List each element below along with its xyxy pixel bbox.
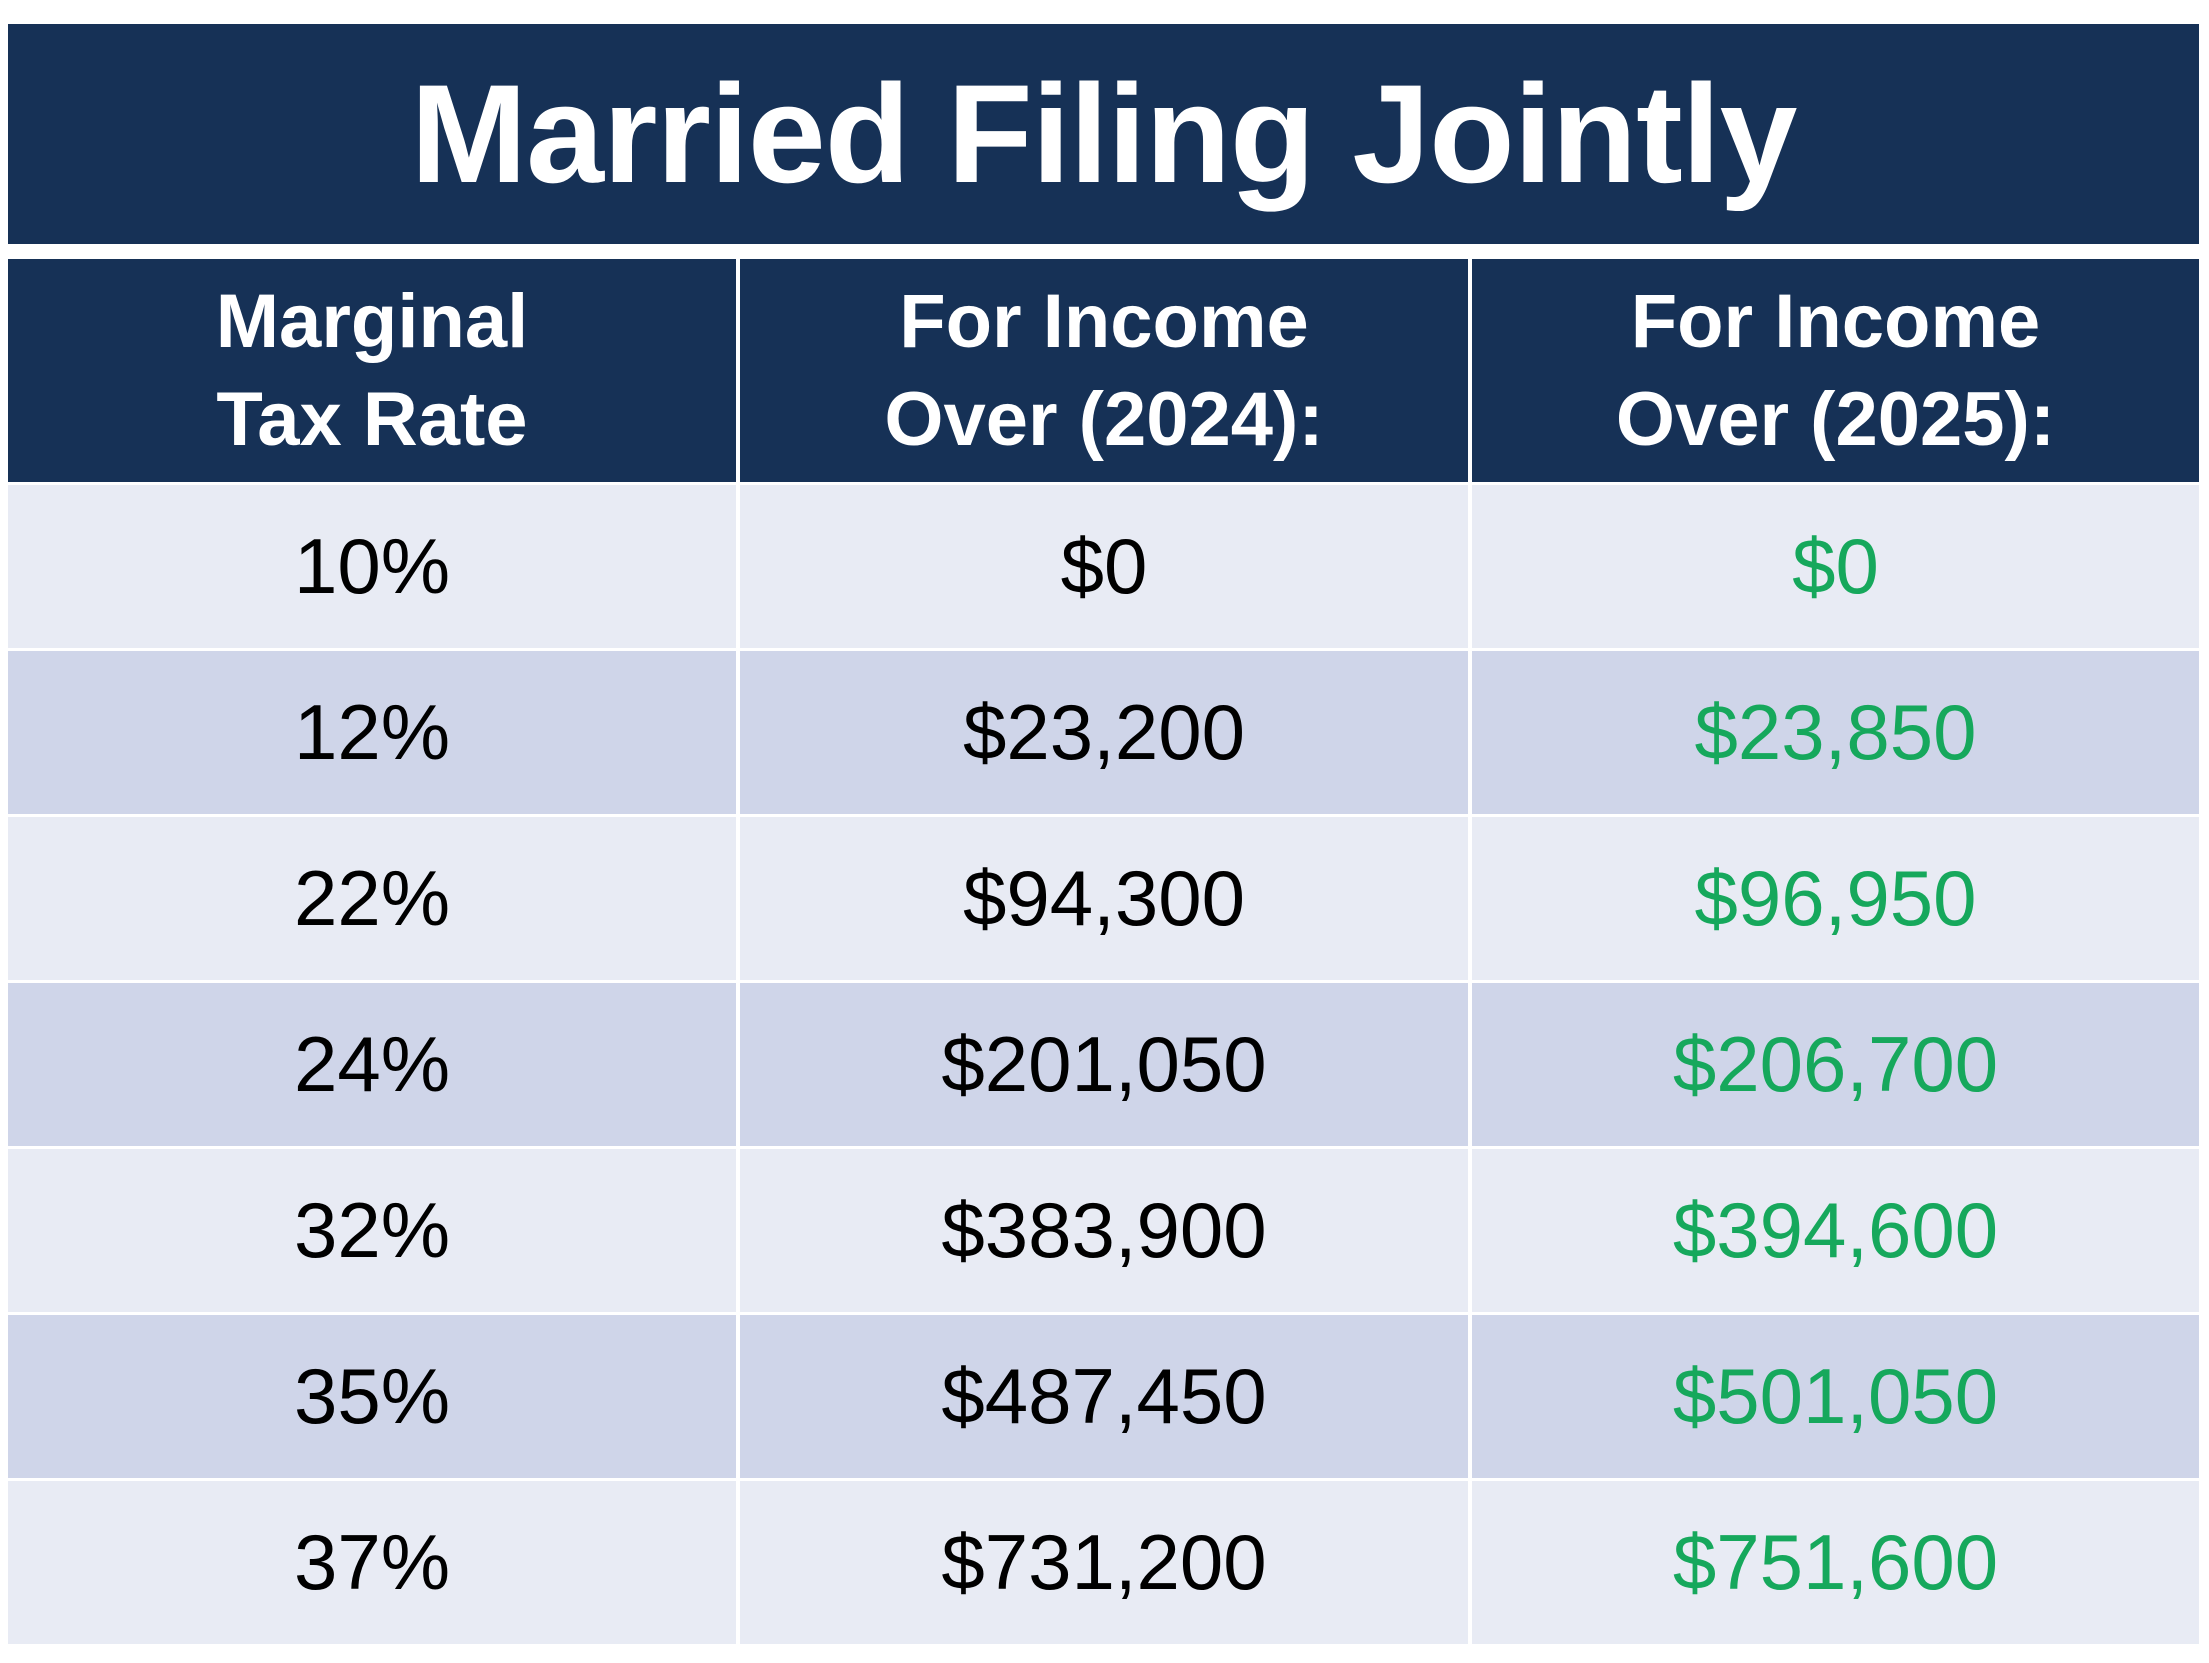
table-row: 22% $94,300 $96,950	[8, 817, 2199, 980]
header-line: Over (2025):	[1615, 376, 2056, 462]
cell-income-2025: $23,850	[1472, 651, 2199, 814]
column-divider	[1468, 259, 1472, 482]
cell-income-2024: $23,200	[740, 651, 1468, 814]
column-divider	[736, 1481, 740, 1644]
table-body: 10% $0 $0 12% $23,200 $23,850 22% $94,300 $96,95…	[8, 482, 2199, 1644]
cell-income-2024: $0	[740, 485, 1468, 648]
header-line: For Income	[899, 278, 1309, 364]
cell-rate: 12%	[8, 651, 736, 814]
header-line: For Income	[1630, 278, 2041, 364]
column-divider	[736, 651, 740, 814]
column-divider	[1468, 485, 1472, 648]
header-line: Marginal	[215, 278, 529, 364]
column-divider	[736, 983, 740, 1146]
cell-income-2024: $94,300	[740, 817, 1468, 980]
table-row: 37% $731,200 $751,600	[8, 1481, 2199, 1644]
table-row: 12% $23,200 $23,850	[8, 651, 2199, 814]
cell-rate: 37%	[8, 1481, 736, 1644]
cell-income-2025: $394,600	[1472, 1149, 2199, 1312]
cell-income-2024: $487,450	[740, 1315, 1468, 1478]
column-divider	[1468, 651, 1472, 814]
table-title: Married Filing Jointly	[8, 24, 2199, 244]
column-divider	[736, 1149, 740, 1312]
column-divider	[1468, 1481, 1472, 1644]
column-divider	[736, 485, 740, 648]
cell-income-2024: $201,050	[740, 983, 1468, 1146]
column-divider	[1468, 817, 1472, 980]
column-divider	[736, 1315, 740, 1478]
cell-income-2025: $751,600	[1472, 1481, 2199, 1644]
tax-bracket-table: Marginal Tax Rate For Income Over (2024): …	[8, 259, 2199, 1644]
header-income-2024: For Income Over (2024):	[740, 259, 1468, 482]
table-row: 35% $487,450 $501,050	[8, 1315, 2199, 1478]
header-line: Over (2024):	[884, 376, 1324, 462]
header-row: Marginal Tax Rate For Income Over (2024): …	[8, 259, 2199, 482]
column-divider	[1468, 1315, 1472, 1478]
cell-rate: 22%	[8, 817, 736, 980]
table-row: 10% $0 $0	[8, 485, 2199, 648]
cell-income-2025: $206,700	[1472, 983, 2199, 1146]
cell-income-2024: $383,900	[740, 1149, 1468, 1312]
cell-income-2024: $731,200	[740, 1481, 1468, 1644]
column-divider	[736, 817, 740, 980]
header-income-2025: For Income Over (2025):	[1472, 259, 2199, 482]
cell-rate: 10%	[8, 485, 736, 648]
cell-income-2025: $501,050	[1472, 1315, 2199, 1478]
table-row: 24% $201,050 $206,700	[8, 983, 2199, 1146]
cell-rate: 35%	[8, 1315, 736, 1478]
cell-rate: 24%	[8, 983, 736, 1146]
column-divider	[1468, 1149, 1472, 1312]
cell-rate: 32%	[8, 1149, 736, 1312]
header-line: Tax Rate	[216, 376, 528, 462]
table-row: 32% $383,900 $394,600	[8, 1149, 2199, 1312]
column-divider	[736, 259, 740, 482]
header-marginal-tax-rate: Marginal Tax Rate	[8, 259, 736, 482]
column-divider	[1468, 983, 1472, 1146]
cell-income-2025: $0	[1472, 485, 2199, 648]
cell-income-2025: $96,950	[1472, 817, 2199, 980]
